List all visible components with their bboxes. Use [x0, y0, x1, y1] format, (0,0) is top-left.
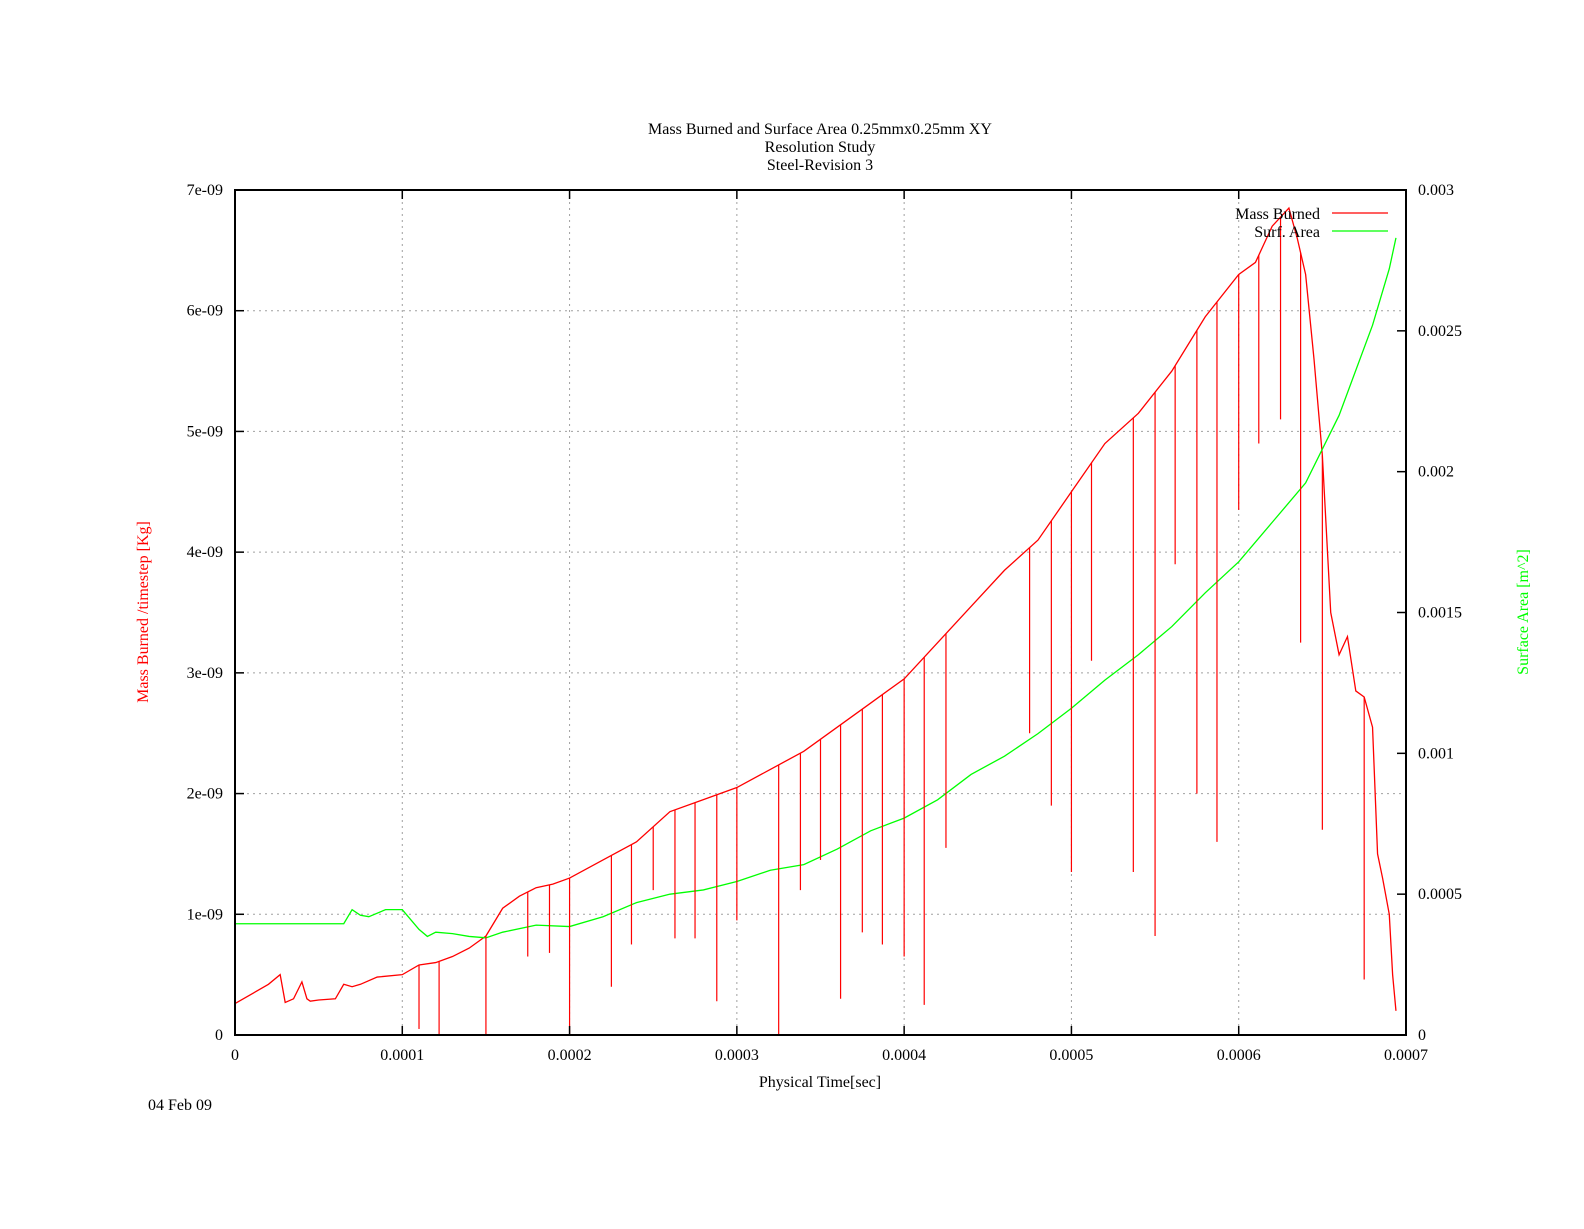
y-axis-label: Mass Burned /timestep [Kg] — [135, 521, 152, 703]
date-stamp: 04 Feb 09 — [148, 1097, 212, 1114]
chart-title-line-3: Steel-Revision 3 — [767, 157, 873, 174]
legend-label-surf-area: Surf. Area — [1254, 224, 1320, 241]
x-axis-label: Physical Time[sec] — [759, 1074, 881, 1091]
x-tick-label: 0.0005 — [1049, 1047, 1093, 1064]
y-tick-label: 2e-09 — [187, 786, 223, 803]
series-line-surf-area — [235, 237, 1397, 939]
chart-title-line-2: Resolution Study — [765, 139, 876, 156]
y2-tick-label: 0.001 — [1418, 745, 1454, 762]
legend: Mass Burned Surf. Area — [1235, 206, 1388, 241]
x-tick-label: 0.0002 — [548, 1047, 592, 1064]
y-tick-label: 6e-09 — [187, 303, 223, 320]
y2-tick-label: 0.002 — [1418, 464, 1454, 481]
x-tick-label: 0 — [231, 1047, 239, 1064]
x-tick-label: 0.0003 — [715, 1047, 759, 1064]
y-tick-label: 4e-09 — [187, 544, 223, 561]
legend-label-mass-burned: Mass Burned — [1235, 206, 1320, 223]
y2-tick-label: 0 — [1418, 1027, 1426, 1044]
y-tick-label: 0 — [215, 1027, 223, 1044]
y-tick-label: 5e-09 — [187, 423, 223, 440]
y2-tick-label: 0.003 — [1418, 182, 1454, 199]
chart-title-line-1: Mass Burned and Surface Area 0.25mmx0.25… — [648, 121, 992, 138]
ticks — [234, 189, 1407, 1036]
grid-lines — [235, 190, 1406, 1035]
plot-frame — [234, 189, 1407, 1036]
y2-tick-label: 0.0025 — [1418, 323, 1462, 340]
series-line-mass-burned — [234, 206, 1397, 1011]
y2-tick-label: 0.0005 — [1418, 886, 1462, 903]
x-tick-label: 0.0004 — [882, 1047, 926, 1064]
x-tick-label: 0.0007 — [1384, 1047, 1428, 1064]
x-tick-label: 0.0001 — [380, 1047, 424, 1064]
y2-axis-label: Surface Area [m^2] — [1515, 549, 1532, 675]
x-tick-label: 0.0006 — [1217, 1047, 1261, 1064]
y-tick-label: 1e-09 — [187, 906, 223, 923]
y-tick-label: 3e-09 — [187, 665, 223, 682]
y2-tick-label: 0.0015 — [1418, 605, 1462, 622]
series-layer — [234, 206, 1397, 1035]
y-tick-label: 7e-09 — [187, 182, 223, 199]
